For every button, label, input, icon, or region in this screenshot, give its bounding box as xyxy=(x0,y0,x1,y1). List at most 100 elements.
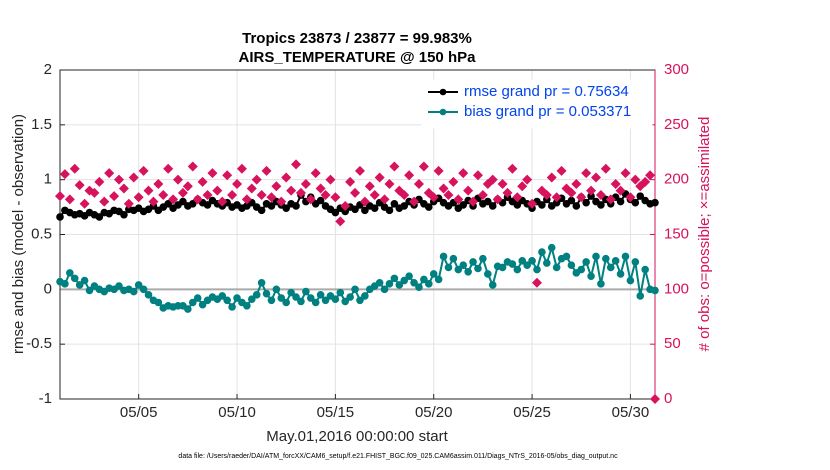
data-point xyxy=(610,179,621,190)
data-point xyxy=(56,213,64,221)
x-tick-label: 05/05 xyxy=(120,404,158,421)
data-point xyxy=(261,165,272,176)
data-point xyxy=(458,168,469,179)
data-point xyxy=(164,199,172,208)
x-tick-label: 05/20 xyxy=(415,404,453,421)
data-point xyxy=(286,185,297,196)
y-tick-label: 1 xyxy=(44,171,52,188)
data-point xyxy=(207,168,218,179)
chart-title: Tropics 23873 / 23877 = 99.983% xyxy=(242,30,472,47)
y-tick-label: -0.5 xyxy=(26,335,52,352)
data-point xyxy=(631,258,640,266)
x-tick-label: 05/25 xyxy=(513,404,551,421)
data-point xyxy=(276,196,287,207)
data-point xyxy=(650,394,660,404)
data-point xyxy=(302,287,310,296)
data-point xyxy=(179,197,187,206)
data-point xyxy=(331,295,340,304)
data-point xyxy=(79,198,90,209)
data-point xyxy=(321,296,330,305)
data-point xyxy=(484,197,492,206)
data-point xyxy=(508,260,517,268)
data-point xyxy=(99,196,110,207)
data-point xyxy=(582,198,590,207)
data-point xyxy=(66,269,74,277)
data-point xyxy=(257,278,266,287)
data-point xyxy=(507,163,518,174)
y-tick-label: 1.5 xyxy=(31,116,52,133)
data-point xyxy=(236,163,247,174)
data-point xyxy=(316,196,325,205)
data-point xyxy=(472,170,483,181)
data-point xyxy=(350,187,361,198)
data-point xyxy=(428,192,439,203)
data-point xyxy=(621,252,630,261)
data-point xyxy=(418,161,429,172)
data-point xyxy=(433,165,444,176)
data-point xyxy=(163,163,174,174)
data-point xyxy=(188,199,197,208)
data-point xyxy=(597,201,605,209)
y-tick-label: 2 xyxy=(44,61,52,78)
data-point xyxy=(188,298,197,307)
data-point xyxy=(325,174,336,185)
data-point xyxy=(59,169,70,180)
data-point xyxy=(282,298,290,307)
data-point xyxy=(459,201,468,209)
data-point xyxy=(379,194,390,205)
data-point xyxy=(538,248,546,256)
data-point xyxy=(364,181,375,192)
data-point xyxy=(533,265,541,274)
data-point xyxy=(453,194,464,205)
data-point xyxy=(531,277,542,288)
data-point xyxy=(469,258,477,266)
data-point xyxy=(267,202,276,210)
data-point xyxy=(177,187,188,198)
data-point xyxy=(95,213,104,221)
data-point xyxy=(356,296,364,305)
data-point xyxy=(281,172,292,183)
data-point xyxy=(415,283,423,291)
data-point xyxy=(133,192,144,203)
data-point xyxy=(626,276,635,285)
data-point xyxy=(251,174,262,185)
y-tick-label: -1 xyxy=(39,390,52,407)
data-point xyxy=(380,285,389,294)
data-point xyxy=(567,196,576,205)
data-point xyxy=(320,190,331,201)
data-point xyxy=(184,305,192,313)
data-point xyxy=(620,168,631,179)
y-tick-label: 0 xyxy=(44,280,52,297)
data-point xyxy=(310,168,321,179)
data-point xyxy=(400,202,409,210)
data-point xyxy=(315,183,326,194)
y2-tick-label: 50 xyxy=(664,335,681,352)
data-point xyxy=(198,300,207,309)
data-point xyxy=(492,194,503,205)
y-axis-label: rmse and bias (model - observation) xyxy=(10,114,27,354)
data-point xyxy=(625,192,636,203)
data-point xyxy=(306,294,315,302)
data-point xyxy=(551,192,562,203)
data-point xyxy=(192,194,203,205)
data-point xyxy=(498,263,507,272)
data-point xyxy=(134,281,143,289)
data-point xyxy=(69,163,80,174)
data-point xyxy=(449,254,458,263)
data-point xyxy=(241,194,252,205)
data-point xyxy=(247,295,256,304)
data-point xyxy=(538,201,546,209)
data-point xyxy=(385,280,394,288)
data-point xyxy=(262,289,271,298)
data-point xyxy=(129,287,138,296)
data-point xyxy=(420,275,428,284)
data-point xyxy=(576,192,587,203)
data-point xyxy=(212,185,223,196)
legend-label: rmse grand pr = 0.75634 xyxy=(464,83,629,100)
data-point xyxy=(311,298,320,307)
data-point xyxy=(346,293,354,301)
data-point xyxy=(153,179,164,190)
data-point xyxy=(448,176,459,187)
data-point xyxy=(477,190,488,201)
data-point xyxy=(567,261,576,270)
